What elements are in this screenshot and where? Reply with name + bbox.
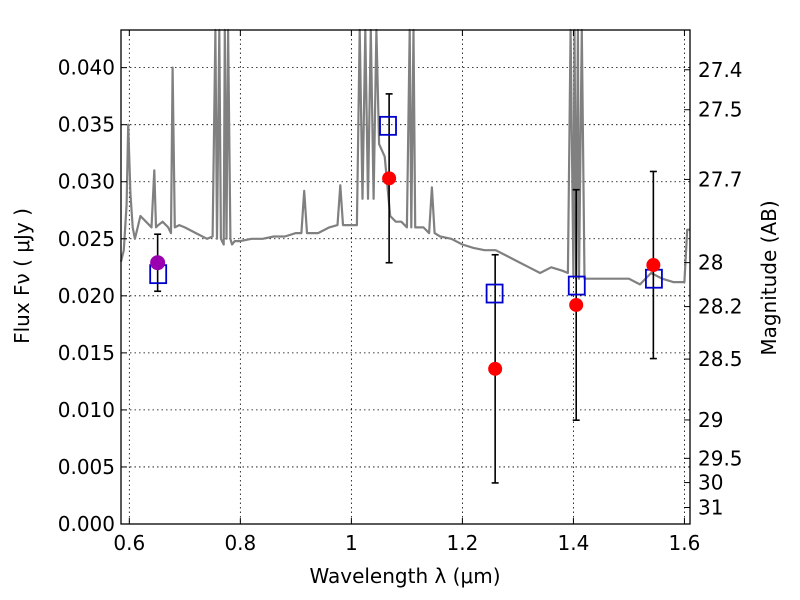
y-tick-label: 0.000: [58, 512, 115, 536]
model-photometry-point: [485, 283, 504, 304]
markers: [149, 115, 663, 376]
mag-tick-label: 28: [698, 251, 723, 275]
optical-point: [150, 255, 166, 271]
y-tick-label: 0.020: [58, 284, 115, 308]
mag-tick-label: 27.7: [698, 167, 743, 191]
x-tick-label: 1: [345, 531, 358, 555]
x-tick-label: 1.2: [446, 531, 478, 555]
y-tick-label: 0.035: [58, 113, 115, 137]
x-tick-label: 1.4: [558, 531, 590, 555]
mag-tick-label: 28.5: [698, 347, 743, 371]
mag-tick-label: 29: [698, 408, 723, 432]
y-tick-label: 0.040: [58, 56, 115, 80]
mag-tick-label: 27.4: [698, 58, 743, 82]
model-photometry-point: [567, 275, 586, 296]
observed-point: [569, 297, 584, 312]
y-axis-label: Flux Fν ( μJy ): [10, 208, 34, 344]
mag-tick-label: 31: [698, 496, 723, 520]
observed-point: [382, 171, 397, 186]
observed-point: [646, 258, 661, 273]
grid: [121, 30, 690, 525]
x-axis-label: Wavelength λ (μm): [309, 564, 500, 588]
y-tick-label: 0.015: [58, 341, 115, 365]
spectrum-layer: [119, 28, 690, 286]
y-tick-label: 0.030: [58, 170, 115, 194]
observed-point: [488, 361, 503, 376]
mag-tick-label: 29.5: [698, 446, 743, 470]
x-tick-label: 1.6: [669, 531, 701, 555]
x-tick-label: 0.8: [224, 531, 256, 555]
y-tick-label: 0.025: [58, 227, 115, 251]
plot-frame: [120, 29, 691, 525]
x-tick-label: 0.6: [113, 531, 145, 555]
ticks: 0.6 0.8 1 1.2 1.4 1.6 0.000 0.005 0.010 0.015 0.02…: [58, 30, 743, 555]
y-tick-label: 0.005: [58, 455, 115, 479]
mag-tick-label: 27.5: [698, 98, 743, 122]
mag-tick-label: 30: [698, 471, 723, 495]
right-axis-label: Magnitude (AB): [757, 200, 781, 355]
spectrum-line: [119, 28, 690, 286]
y-tick-label: 0.010: [58, 398, 115, 422]
mag-tick-label: 28.2: [698, 295, 743, 319]
model-photometry-point: [379, 115, 397, 136]
